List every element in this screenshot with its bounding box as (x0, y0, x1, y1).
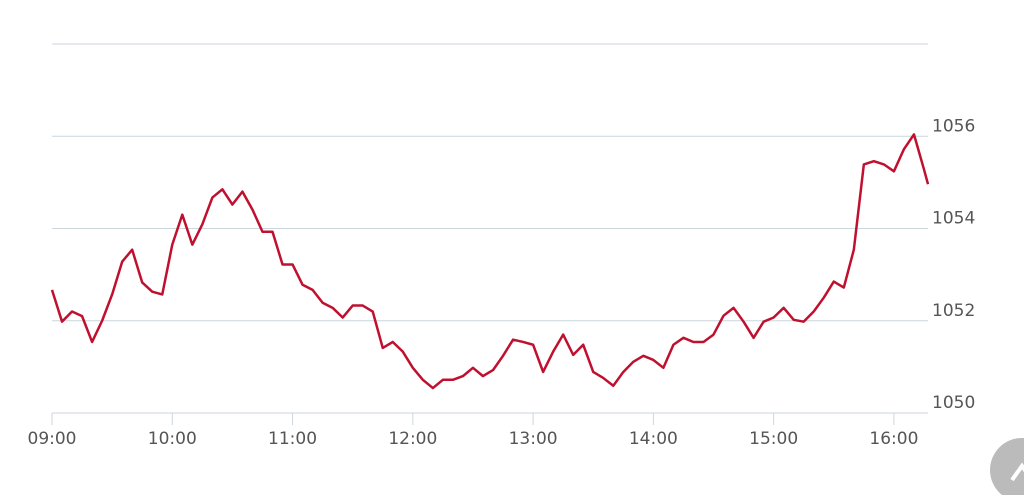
x-tick-label: 09:00 (28, 429, 77, 449)
x-tick-label: 14:00 (629, 429, 678, 449)
y-tick-label: 1056 (932, 116, 975, 136)
price-line (50, 133, 930, 390)
scroll-top-icon (1010, 462, 1024, 482)
y-tick-label: 1054 (932, 209, 975, 229)
x-tick-label: 13:00 (509, 429, 558, 449)
x-tick-label: 16:00 (869, 429, 918, 449)
x-tick-label: 11:00 (268, 429, 317, 449)
y-tick-label: 1050 (932, 393, 975, 413)
y-tick-label: 1052 (932, 301, 975, 321)
x-tick-label: 15:00 (749, 429, 798, 449)
x-tick-label: 12:00 (388, 429, 437, 449)
x-tick-label: 10:00 (148, 429, 197, 449)
scroll-top-button[interactable] (990, 438, 1024, 495)
